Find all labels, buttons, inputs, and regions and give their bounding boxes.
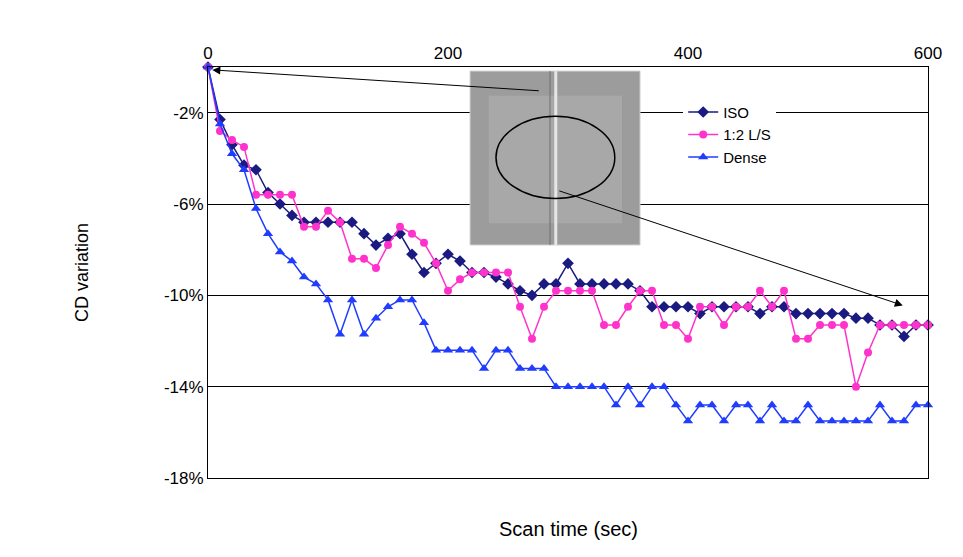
svg-text:-6%: -6% — [173, 195, 203, 214]
svg-text:-18%: -18% — [164, 469, 204, 488]
svg-text:Dense: Dense — [723, 149, 766, 166]
svg-text:200: 200 — [434, 44, 462, 63]
svg-text:ISO: ISO — [723, 104, 749, 121]
svg-text:600: 600 — [914, 44, 942, 63]
svg-text:0: 0 — [203, 44, 212, 63]
svg-text:1:2 L/S: 1:2 L/S — [723, 126, 771, 143]
svg-text:CD variation: CD variation — [72, 223, 92, 322]
svg-text:-2%: -2% — [173, 104, 203, 123]
svg-text:400: 400 — [674, 44, 702, 63]
svg-text:-10%: -10% — [164, 286, 204, 305]
svg-text:Scan time (sec): Scan time (sec) — [499, 518, 638, 540]
svg-text:-14%: -14% — [164, 378, 204, 397]
